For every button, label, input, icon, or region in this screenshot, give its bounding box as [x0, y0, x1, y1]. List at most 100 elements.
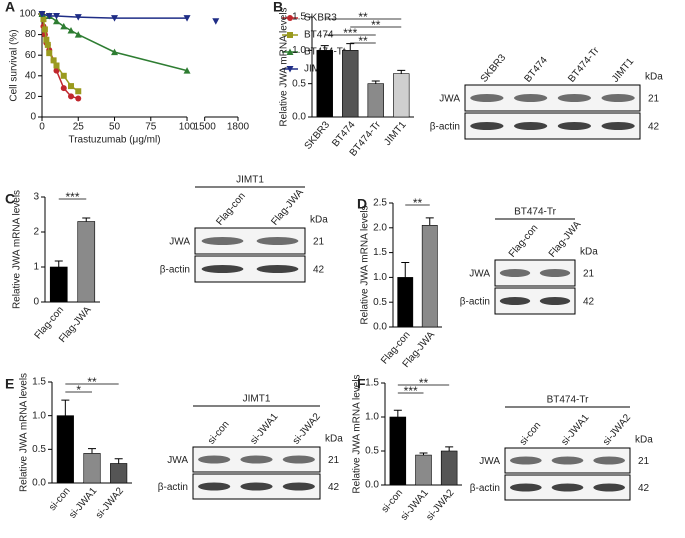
kda-value: 21: [638, 456, 650, 467]
x-axis-label: Trastuzumab (μg/ml): [68, 135, 160, 146]
blot-band: [282, 482, 315, 491]
y-tick-label: 1.5: [292, 12, 306, 23]
lane-label: Flag-JWA: [547, 219, 584, 260]
significance-label: *: [76, 383, 81, 397]
blot-band: [201, 237, 244, 245]
bar: [440, 450, 458, 486]
y-axis-label: Relative JWA mRNA levels: [19, 373, 30, 492]
kda-unit: kDa: [325, 434, 343, 445]
lane-label: si-con: [518, 420, 544, 448]
legend-marker: [286, 48, 294, 55]
lane-label: si-JWA1: [248, 411, 280, 447]
error-bar: [61, 399, 70, 416]
x-tick-label: 100: [179, 122, 196, 133]
bar: [56, 415, 74, 484]
y-tick-label: 60: [25, 50, 37, 61]
blot-band: [240, 482, 273, 491]
lane-label: Flag-con: [507, 223, 540, 260]
bar: [397, 277, 414, 328]
y-tick-label: 1.0: [365, 412, 379, 423]
marker: [74, 31, 82, 38]
blot-row-label: JWA: [479, 456, 500, 467]
blot-band: [470, 94, 504, 102]
y-tick-label: 0.5: [365, 446, 379, 457]
blot-band: [201, 265, 244, 273]
bar: [110, 463, 128, 484]
blot-row-label: JWA: [169, 237, 190, 248]
marker: [53, 67, 60, 74]
bar: [393, 73, 410, 118]
lane-label: BT474: [523, 55, 551, 85]
significance-label: **: [413, 196, 423, 210]
blot-band: [593, 483, 626, 492]
blot-band: [601, 122, 635, 130]
y-tick-label: 80: [25, 29, 37, 40]
bar: [342, 50, 359, 118]
error-bar: [320, 45, 329, 51]
marker: [183, 67, 191, 74]
blot-band: [551, 456, 584, 465]
significance-label: **: [371, 18, 381, 32]
marker: [53, 13, 61, 20]
blot-row-label: JWA: [439, 94, 460, 105]
x-tick-label: si-con: [380, 488, 406, 516]
x-tick-label: JIMT1: [382, 119, 409, 148]
error-bar: [54, 260, 63, 267]
marker: [53, 17, 61, 25]
y-tick-label: 2: [33, 227, 39, 238]
y-axis-label: Relative JWA mRNA levels: [352, 374, 363, 493]
y-tick-label: 100: [19, 9, 36, 20]
error-bar: [425, 217, 434, 226]
y-tick-label: 1.5: [32, 377, 46, 388]
marker: [40, 16, 47, 23]
error-bar: [393, 409, 402, 417]
y-tick-label: 3: [33, 192, 39, 203]
blot-band: [499, 297, 531, 305]
bar: [49, 266, 68, 303]
x-tick-label: si-JWA2: [94, 485, 126, 521]
marker: [50, 57, 57, 64]
bar: [316, 50, 333, 118]
legend-marker: [287, 15, 293, 21]
blot-title: BT474-Tr: [547, 395, 590, 406]
x-tick-label: si-con: [47, 486, 73, 514]
panel-label: E: [5, 376, 14, 392]
blot-row-label: JWA: [469, 269, 490, 280]
x-tick-label: 0: [39, 122, 45, 133]
y-tick-label: 1.5: [365, 378, 379, 389]
y-tick-label: 1.0: [292, 45, 306, 56]
marker: [67, 26, 75, 34]
marker: [38, 11, 46, 18]
blot-title: JIMT1: [243, 394, 271, 405]
lane-label: si-JWA2: [291, 411, 323, 447]
error-bar: [401, 262, 410, 278]
blot-band: [557, 122, 591, 130]
y-tick-label: 1.0: [32, 410, 46, 421]
bar: [415, 454, 432, 486]
blot-row-label: β-actin: [470, 483, 500, 494]
kda-unit: kDa: [635, 435, 653, 446]
x-tick-label: si-JWA2: [424, 487, 456, 523]
legend-label: SKBR3: [304, 13, 337, 24]
blot-row-label: JWA: [167, 455, 188, 466]
panel-label: C: [5, 191, 15, 207]
bar: [77, 221, 96, 303]
panel-label: D: [357, 196, 367, 212]
lane-label: si-JWA2: [601, 412, 633, 448]
legend-label: BT474: [304, 30, 334, 41]
y-tick-label: 0.0: [365, 480, 379, 491]
blot-title: BT474-Tr: [514, 207, 557, 218]
blot-title: JIMT1: [236, 175, 264, 186]
marker: [183, 15, 191, 22]
marker: [74, 14, 82, 21]
significance-label: **: [419, 376, 429, 390]
blot-row-label: β-actin: [160, 265, 190, 276]
significance-label: **: [87, 375, 97, 389]
panel-label: A: [5, 0, 15, 15]
y-axis-label: Relative JWA mRNA levels: [12, 190, 23, 309]
y-tick-label: 1.5: [373, 247, 387, 258]
x-tick-label: 1800: [227, 122, 250, 133]
series-line: [41, 13, 188, 72]
